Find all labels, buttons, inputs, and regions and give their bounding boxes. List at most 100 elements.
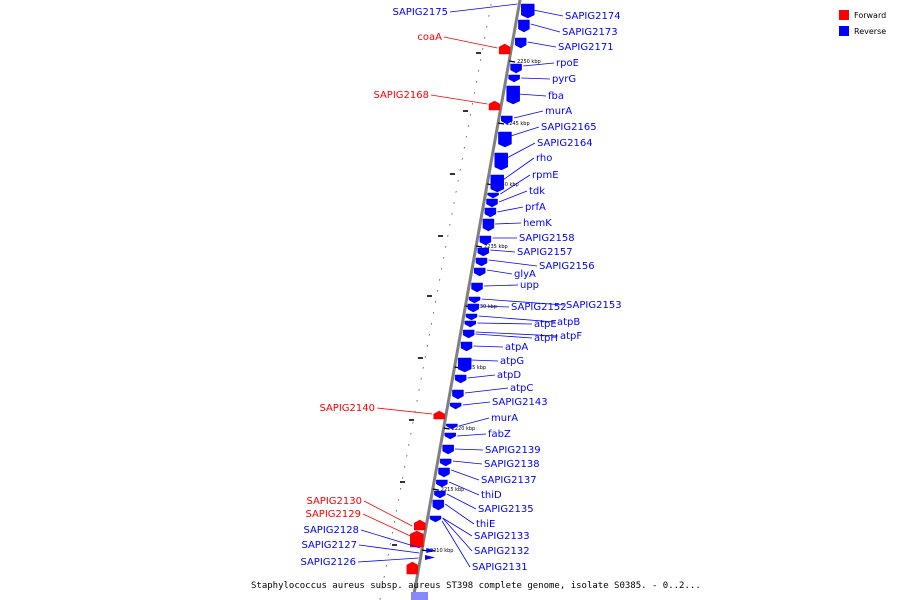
reverse-gene-block	[471, 282, 483, 293]
leader-line	[449, 3, 518, 13]
leader-line	[376, 407, 433, 415]
gene-label: SAPIG2164	[537, 138, 593, 149]
forward-gene-block	[406, 561, 419, 575]
map-caption: Staphylococcus aureus subsp. aureus ST39…	[251, 581, 701, 591]
reverse-gene-block	[434, 490, 446, 499]
gene-label: SAPIG2143	[492, 397, 548, 408]
gene-label: atpH	[534, 333, 558, 344]
leader-line	[467, 374, 496, 379]
reverse-gene-block	[486, 198, 498, 208]
leader-line	[513, 110, 544, 119]
leader-line	[533, 9, 564, 17]
leader-line	[442, 517, 473, 552]
leader-line	[430, 94, 488, 105]
leader-line	[444, 503, 475, 525]
leader-line	[500, 174, 531, 195]
scale-tick-label: 2225 kbp	[463, 365, 487, 371]
leader-line	[358, 544, 420, 554]
scale-tick-label: 2230 kbp	[473, 304, 497, 310]
reverse-gene-block	[498, 131, 512, 148]
reverse-gene-block	[454, 374, 467, 384]
gene-label: SAPIG2126	[300, 557, 356, 568]
leader-line	[510, 126, 540, 137]
gene-label: atpC	[510, 383, 533, 394]
gene-label: SAPIG2168	[373, 90, 429, 101]
reverse-gene-block	[514, 37, 527, 49]
reverse-gene-block	[487, 192, 499, 199]
gene-label: pyrG	[552, 74, 576, 85]
leader-line	[458, 417, 490, 427]
scale-tick	[432, 488, 439, 491]
reverse-gene-block	[479, 235, 492, 246]
gene-label: SAPIG2133	[474, 531, 530, 542]
leader-line	[363, 500, 413, 527]
leader-line	[452, 460, 483, 465]
leader-line	[527, 41, 557, 48]
gene-label: thiD	[481, 490, 502, 501]
gene-label: rpoE	[556, 58, 579, 69]
gene-label: SAPIG2131	[472, 562, 528, 573]
scale-ticks: 2250 kbp 2245 kbp 2240 kbp 2235 kbp 2230 kbp…	[421, 59, 541, 554]
gene-label: tdk	[529, 186, 545, 197]
reverse-gene-block	[473, 267, 486, 277]
gene-label: murA	[491, 413, 518, 424]
gene-label: SAPIG2128	[303, 525, 359, 536]
reverse-gene-block	[446, 423, 458, 430]
reverse-gene-block	[518, 19, 530, 33]
leader-line	[470, 359, 499, 362]
gene-label: thiE	[476, 519, 495, 530]
gene-label: prfA	[525, 202, 546, 213]
gene-label: SAPIG2171	[558, 42, 614, 53]
leader-line	[502, 157, 535, 181]
gene-features	[406, 3, 535, 600]
scale-tick-label: 2240 kbp	[495, 182, 519, 188]
leader-line	[475, 333, 533, 339]
gene-label: SAPIG2158	[519, 233, 575, 244]
gene-label: atpA	[505, 342, 528, 353]
leader-line	[521, 77, 551, 80]
leader-line	[360, 529, 421, 549]
gene-label: SAPIG2156	[539, 261, 595, 272]
gene-label: SAPIG2127	[301, 540, 357, 551]
leader-line	[442, 517, 473, 537]
gene-label: atpB	[557, 317, 580, 328]
leader-line	[490, 249, 516, 253]
gene-label: SAPIG2175	[392, 7, 448, 18]
leader-line	[486, 269, 513, 275]
reverse-gene-block	[464, 320, 477, 328]
gene-label: SAPIG2129	[305, 509, 361, 520]
gene-label: SAPIG2157	[517, 247, 573, 258]
leader-line	[357, 557, 419, 563]
reverse-gene-block	[436, 479, 448, 488]
reverse-gene-block	[494, 152, 508, 171]
reverse-gene-block	[460, 341, 473, 352]
reverse-gene-block	[506, 85, 520, 105]
leader-line	[457, 433, 487, 437]
scale-tick	[443, 427, 450, 430]
legend-forward-swatch	[839, 10, 849, 20]
reverse-gene-block	[449, 402, 462, 410]
forward-gene-block	[433, 410, 445, 420]
reverse-gene-block	[432, 499, 445, 511]
scale-tick	[509, 60, 516, 63]
scale-tick	[497, 122, 505, 125]
leader-line	[362, 513, 411, 537]
scale-tick-label: 2210 kbp	[430, 548, 454, 554]
scale-tick-label: 2220 kbp	[452, 426, 476, 432]
leader-line	[473, 345, 504, 348]
reverse-gene-block	[426, 548, 437, 553]
gene-label: SAPIG2139	[485, 445, 541, 456]
gene-label: rho	[536, 153, 552, 164]
reverse-gene-block	[521, 3, 535, 19]
leader-line	[464, 387, 509, 394]
gene-label: fabZ	[488, 429, 511, 440]
leader-line	[480, 305, 510, 308]
scale-tick-label: 2250 kbp	[517, 59, 541, 65]
reverse-gene-block	[411, 592, 428, 600]
gene-label: SAPIG2135	[478, 504, 534, 515]
genome-backbone	[411, 0, 522, 600]
reverse-gene-block	[468, 296, 481, 304]
reverse-gene-block	[482, 218, 495, 232]
forward-gene-block	[410, 530, 424, 548]
reverse-gene-block	[452, 389, 464, 400]
